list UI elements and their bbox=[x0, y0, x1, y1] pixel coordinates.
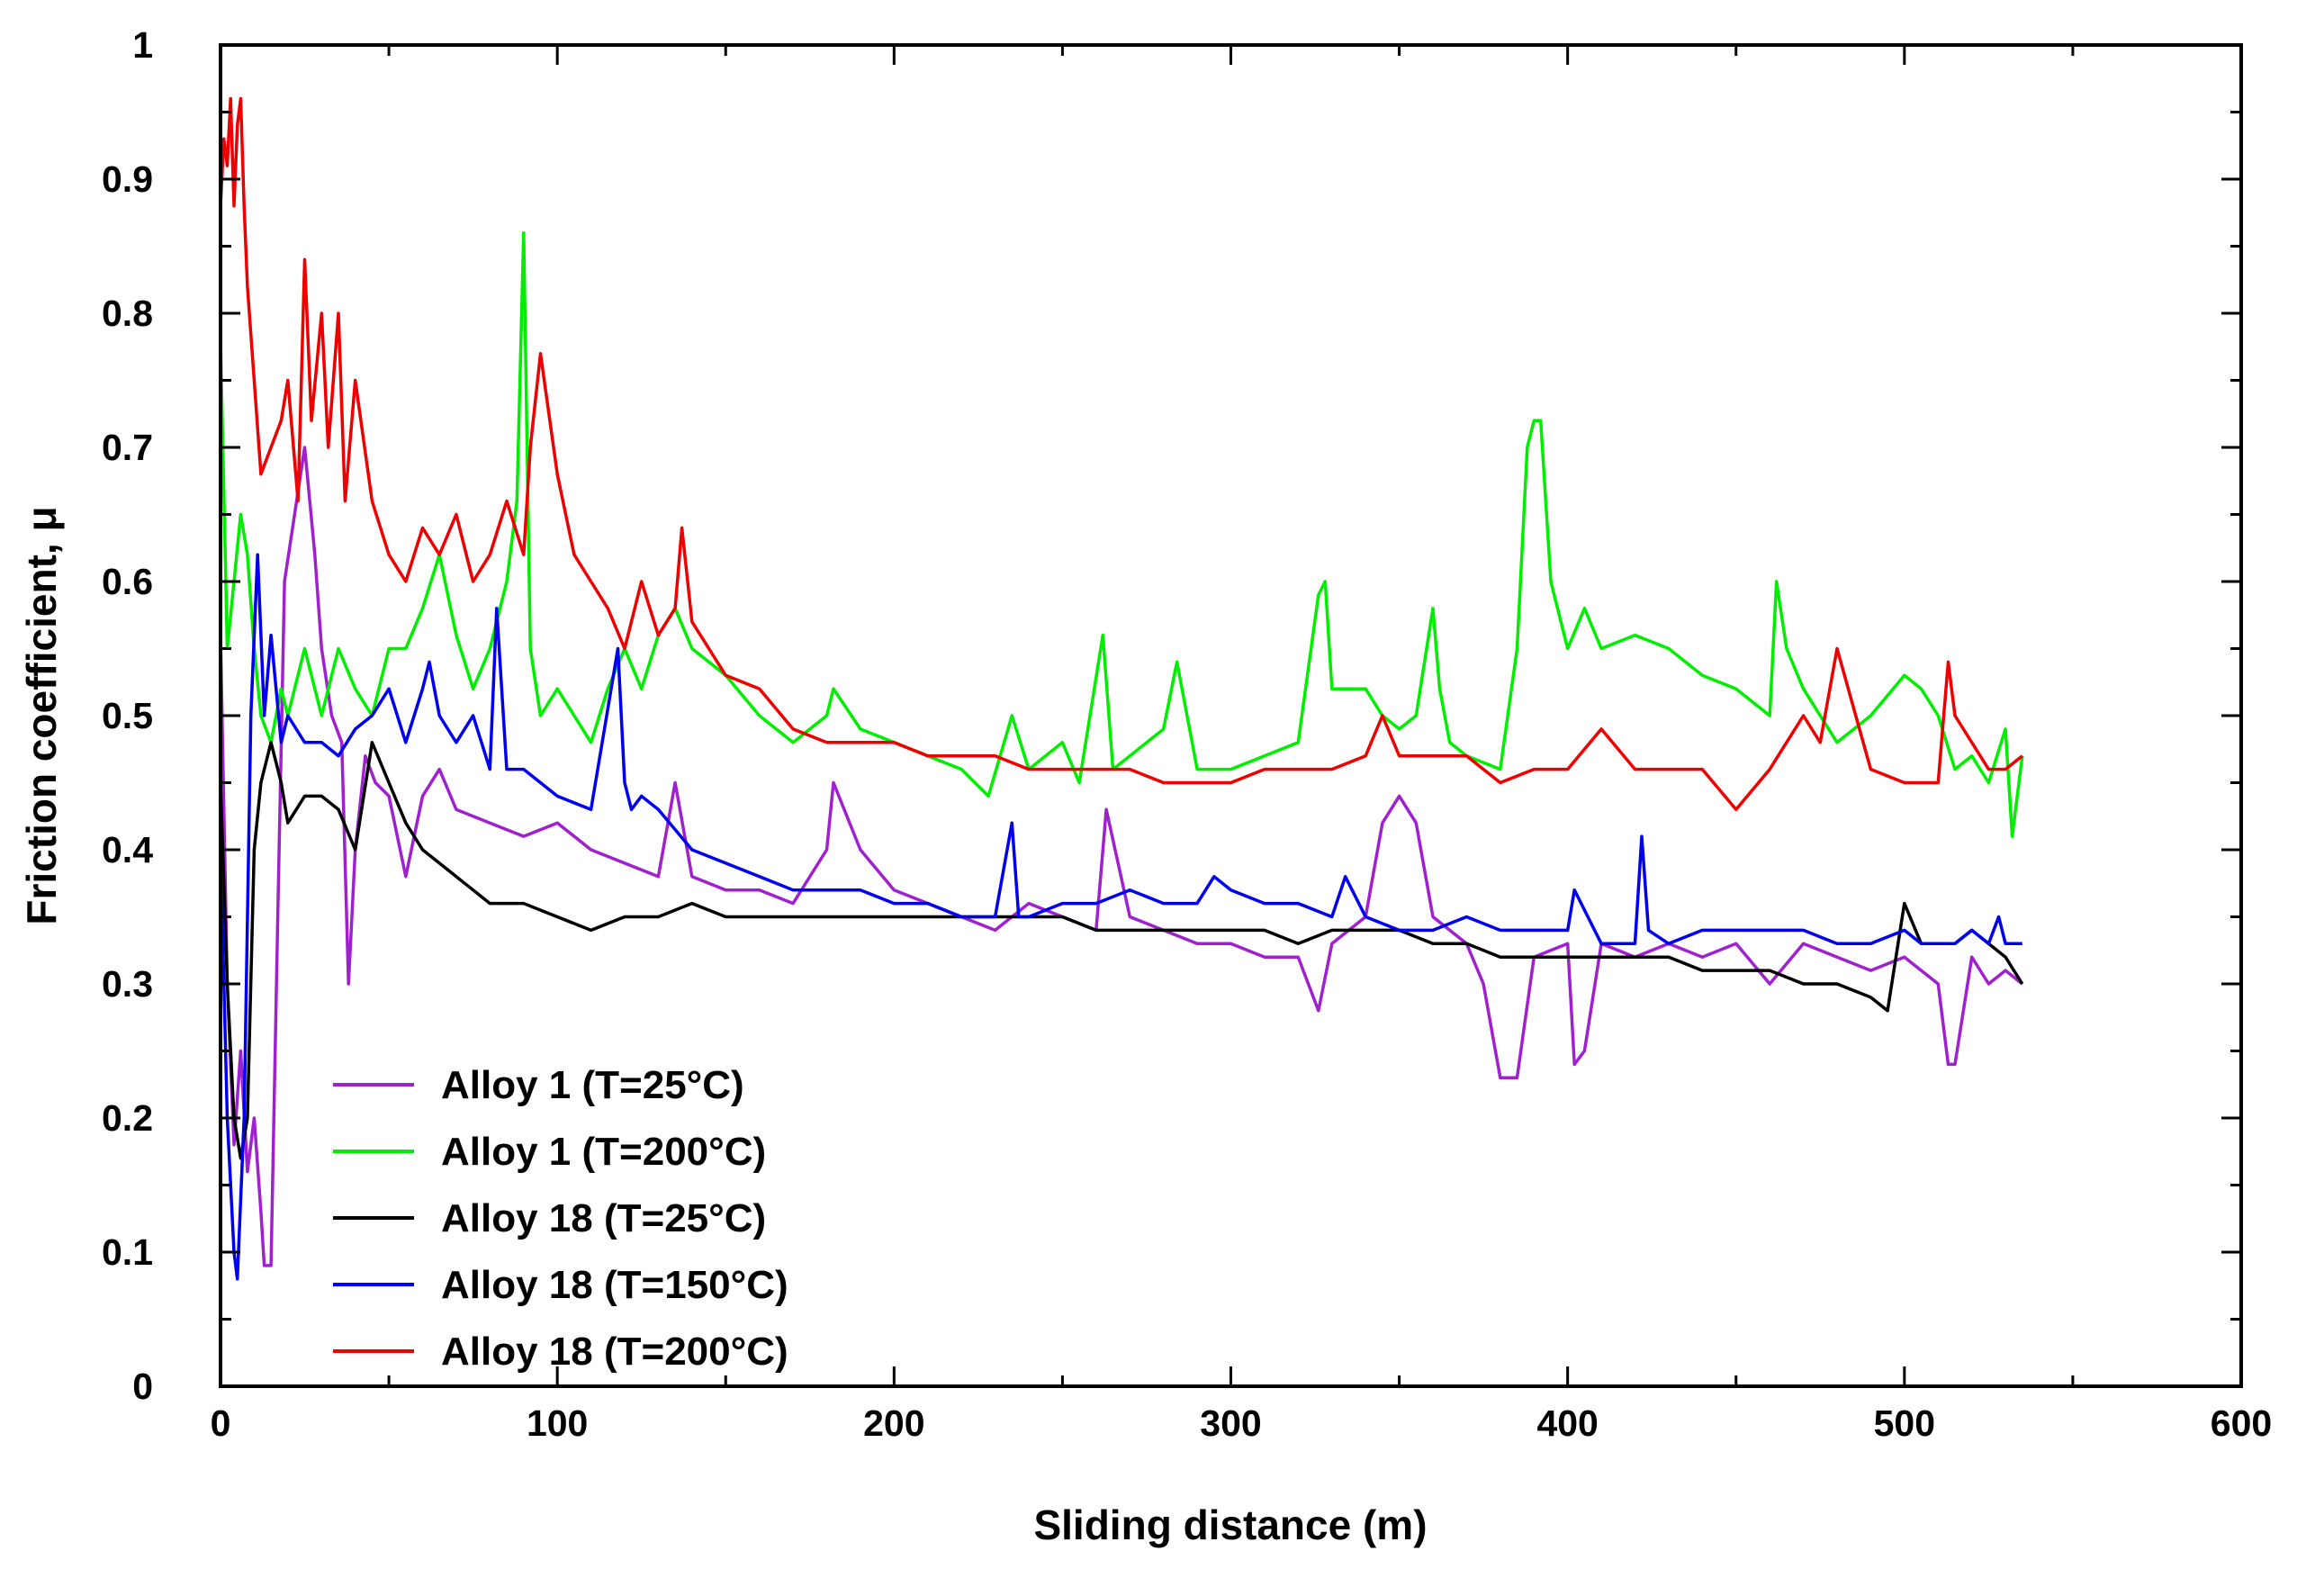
y-tick-label: 0.4 bbox=[102, 829, 153, 870]
x-tick-label: 600 bbox=[2211, 1402, 2272, 1444]
series-line-4 bbox=[219, 553, 2022, 1281]
x-axis-title: Sliding distance (m) bbox=[1033, 1501, 1427, 1548]
y-tick-label: 1 bbox=[132, 24, 153, 66]
y-tick-label: 0.5 bbox=[102, 695, 153, 736]
y-tick-label: 0.6 bbox=[102, 561, 153, 602]
series-line-2 bbox=[219, 230, 2024, 838]
y-axis-title: Friction coefficient, μ bbox=[18, 506, 65, 924]
legend: Alloy 1 (T=25°C) Alloy 1 (T=200°C) Alloy 1… bbox=[333, 1063, 788, 1374]
y-tick-label: 0.8 bbox=[102, 293, 153, 334]
series-layer bbox=[219, 96, 2024, 1281]
x-tick-label: 200 bbox=[863, 1402, 924, 1444]
x-tick-label: 500 bbox=[1874, 1402, 1935, 1444]
legend-label-1: Alloy 1 (T=25°C) bbox=[441, 1063, 744, 1107]
x-tick-label: 100 bbox=[527, 1402, 588, 1444]
y-tick-label: 0.9 bbox=[102, 158, 153, 200]
series-line-1 bbox=[219, 446, 2023, 1267]
legend-label-5: Alloy 18 (T=200°C) bbox=[441, 1330, 788, 1374]
plot-frame bbox=[219, 43, 2243, 1388]
legend-label-3: Alloy 18 (T=25°C) bbox=[441, 1196, 766, 1240]
tick-labels: 0 100 200 300 400 500 600 0 0.1 0.2 0.3 0.4 0.5 0.6 0.… bbox=[102, 24, 2272, 1444]
x-tick-label: 300 bbox=[1200, 1402, 1261, 1444]
y-tick-label: 0.3 bbox=[102, 963, 153, 1005]
x-tick-label: 0 bbox=[211, 1402, 231, 1444]
y-tick-label: 0.2 bbox=[102, 1097, 153, 1139]
y-tick-label: 0 bbox=[132, 1366, 153, 1407]
series-line-5 bbox=[219, 96, 2023, 812]
legend-label-4: Alloy 18 (T=150°C) bbox=[441, 1263, 788, 1307]
legend-label-2: Alloy 1 (T=200°C) bbox=[441, 1130, 766, 1174]
x-tick-label: 400 bbox=[1536, 1402, 1598, 1444]
y-tick-label: 0.7 bbox=[102, 427, 153, 468]
y-tick-label: 0.1 bbox=[102, 1231, 153, 1273]
